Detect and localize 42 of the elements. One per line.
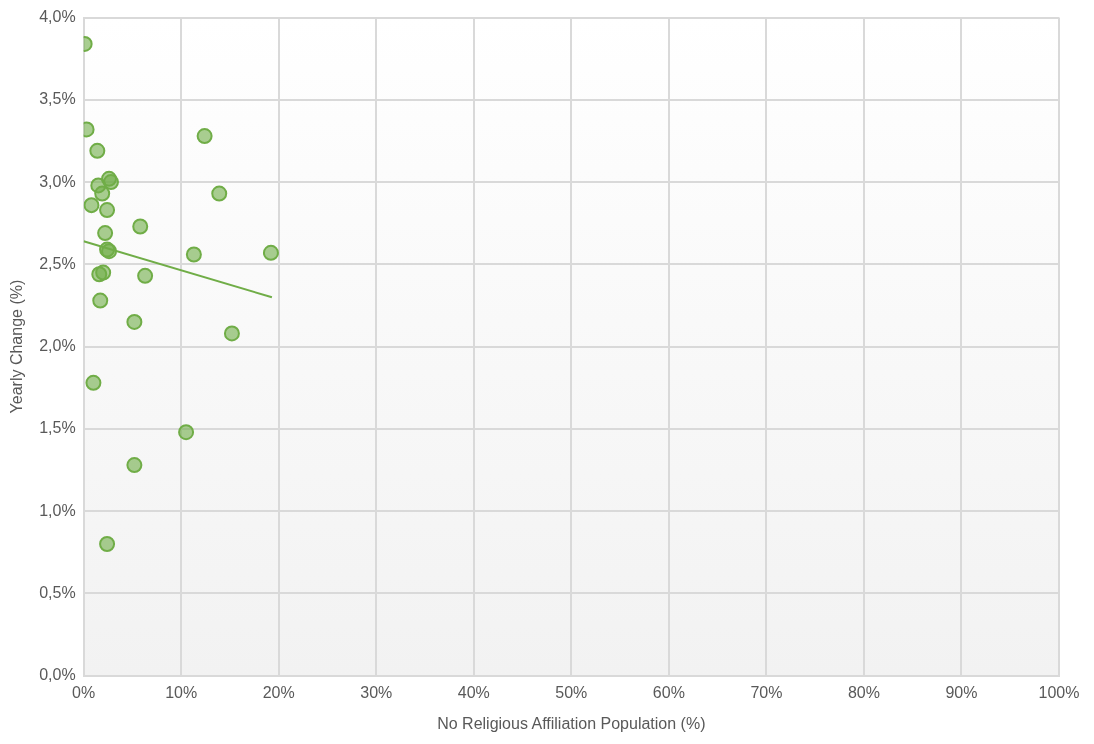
x-tick-label: 10% (165, 683, 198, 701)
point (262, 244, 279, 261)
x-tick-label: 90% (945, 683, 978, 701)
point (91, 266, 108, 283)
point (137, 267, 154, 284)
y-tick-label: 2,0% (39, 337, 76, 355)
point (85, 374, 102, 391)
x-tick-label: 0% (72, 683, 96, 701)
x-tick-label: 60% (652, 683, 685, 701)
point (178, 424, 195, 441)
x-tick-label: 80% (847, 683, 880, 701)
y-tick-label: 0,5% (39, 583, 76, 601)
y-tick-label: 0,0% (39, 666, 76, 684)
y-tick-label: 3,5% (39, 90, 76, 108)
point (92, 292, 109, 309)
x-tick-label: 30% (360, 683, 393, 701)
y-tick-label: 4,0% (39, 8, 76, 26)
point (126, 457, 143, 474)
y-tick-label: 2,5% (39, 254, 76, 272)
point (94, 185, 111, 202)
x-tick-label: 40% (457, 683, 490, 701)
y-tick-label: 1,5% (39, 419, 76, 437)
point (83, 197, 100, 214)
point (223, 325, 240, 342)
point (185, 246, 202, 263)
x-axis-title: No Religious Affiliation Population (%) (437, 714, 706, 732)
x-tick-label: 20% (262, 683, 295, 701)
point (102, 174, 119, 191)
y-tick-label: 1,0% (39, 501, 76, 519)
point (89, 142, 106, 159)
x-tick-label: 50% (555, 683, 588, 701)
point (211, 185, 228, 202)
point (196, 128, 213, 145)
point (126, 313, 143, 330)
point (97, 225, 114, 242)
y-tick-label: 3,0% (39, 172, 76, 190)
point (132, 218, 149, 235)
point (99, 202, 116, 219)
y-axis-title: Yearly Change (%) (8, 279, 26, 414)
point (99, 536, 116, 552)
x-tick-label: 70% (750, 683, 783, 701)
x-tick-label: 100% (1038, 683, 1080, 701)
